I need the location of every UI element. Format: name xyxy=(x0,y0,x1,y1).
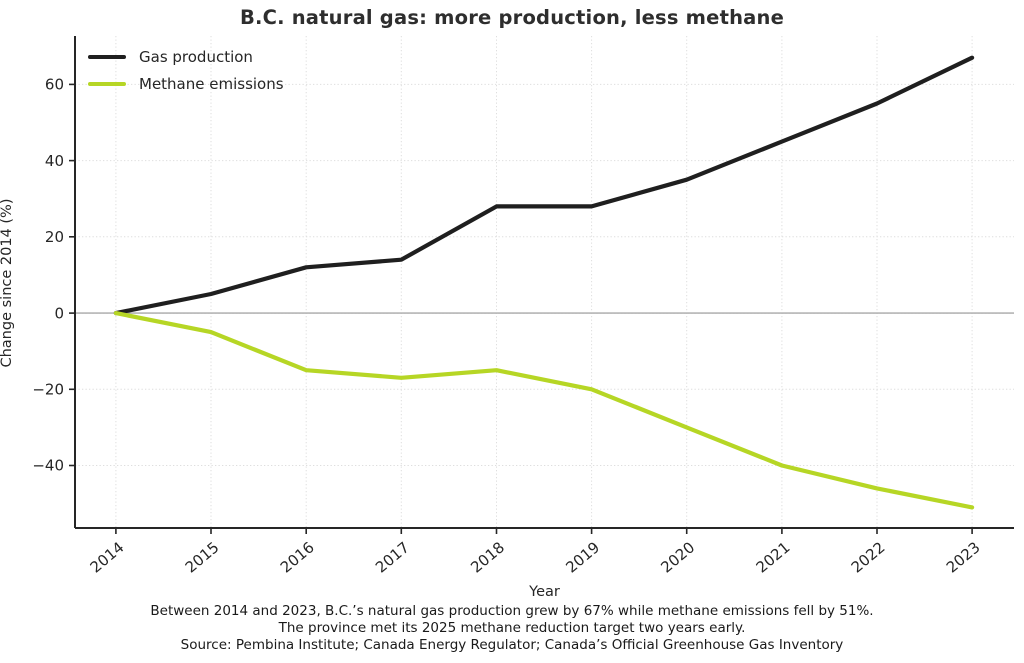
caption-line-3: Source: Pembina Institute; Canada Energy… xyxy=(180,637,844,653)
x-tick-label: 2015 xyxy=(182,538,223,576)
x-tick-label: 2017 xyxy=(372,538,413,576)
x-axis-label: Year xyxy=(529,584,560,600)
y-tick-label: 0 xyxy=(54,304,64,322)
methane-emissions-line-swatch xyxy=(88,81,126,87)
x-tick-label: 2020 xyxy=(657,538,698,576)
legend-item-methane-emissions: Methane emissions xyxy=(88,74,284,94)
y-axis-label: Change since 2014 (%) xyxy=(0,198,15,368)
series-line-methane-emissions xyxy=(113,311,975,510)
chart-title: B.C. natural gas: more production, less … xyxy=(239,6,785,29)
x-tick-label: 2023 xyxy=(943,538,984,576)
y-tick-label: −20 xyxy=(32,381,64,399)
caption-line-1: Between 2014 and 2023, B.C.’s natural ga… xyxy=(150,603,874,619)
legend-label: Gas production xyxy=(139,48,253,66)
legend-item-gas-production: Gas production xyxy=(88,47,284,67)
caption-line-2: The province met its 2025 methane reduct… xyxy=(278,620,746,636)
x-tick-label: 2019 xyxy=(562,538,603,576)
legend-label: Methane emissions xyxy=(139,75,284,93)
x-tick-label: 2016 xyxy=(277,538,318,576)
y-tick-label: 60 xyxy=(45,76,64,94)
x-tick-label: 2014 xyxy=(87,538,128,576)
legend: Gas production Methane emissions xyxy=(88,47,284,94)
x-tick-label: 2022 xyxy=(848,538,889,576)
x-tick-label: 2021 xyxy=(753,538,794,576)
y-tick-label: −40 xyxy=(32,457,64,475)
gas-production-line-swatch xyxy=(88,54,126,60)
y-tick-label: 40 xyxy=(45,152,64,170)
x-tick-label: 2018 xyxy=(467,538,508,576)
y-tick-label: 20 xyxy=(45,228,64,246)
series-line-gas-production xyxy=(113,55,975,316)
